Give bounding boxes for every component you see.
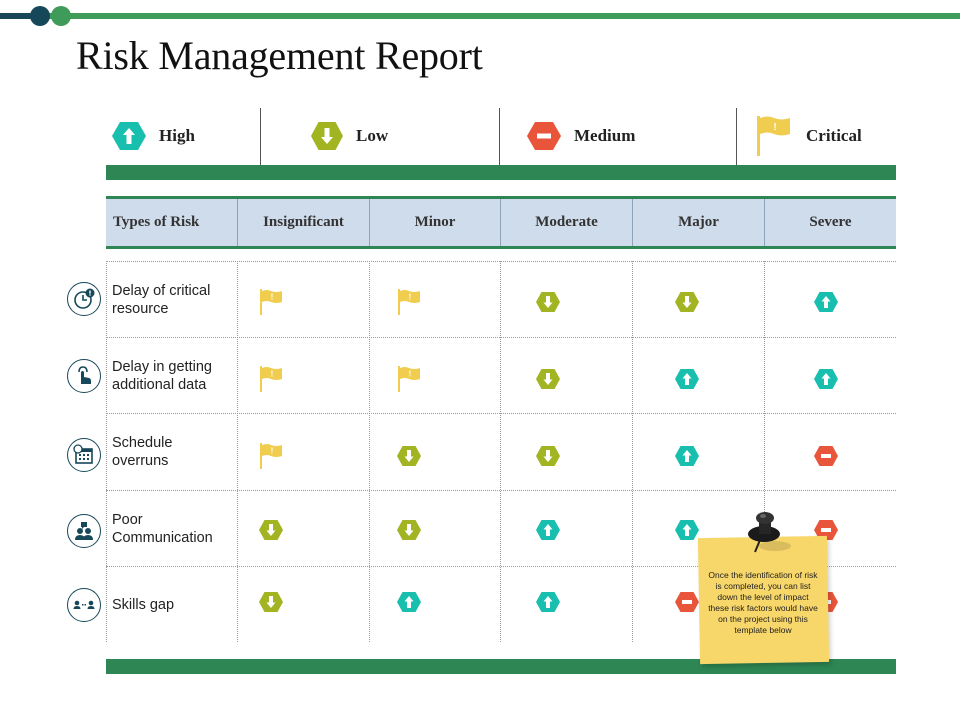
legend-medium-label: Medium [574, 126, 636, 145]
legend-high: High [111, 107, 195, 165]
row-divider [106, 337, 896, 338]
arrow-down-octagon-icon [311, 122, 343, 150]
clock-alert-icon [67, 282, 101, 316]
risk-label: Schedule overruns [112, 435, 173, 469]
row-divider [106, 261, 896, 262]
svg-text:!: ! [271, 370, 274, 379]
risk-label: Delay in getting additional data [112, 359, 212, 393]
column-divider [369, 261, 370, 642]
arrow-up-octagon-icon [674, 445, 700, 467]
page-title: Risk Management Report [76, 33, 483, 78]
arrow-down-octagon-icon [535, 368, 561, 390]
flag-icon: ! [258, 365, 284, 393]
column-divider [106, 261, 107, 642]
flag-icon: ! [258, 442, 284, 470]
svg-text:!: ! [773, 122, 776, 133]
row-divider [106, 566, 896, 567]
minus-octagon-icon [813, 445, 839, 467]
legend-divider [499, 108, 500, 165]
hand-pointer-icon [67, 359, 101, 393]
arrow-up-octagon-icon [396, 591, 422, 613]
legend-low-label: Low [356, 126, 389, 145]
legend-band [106, 165, 896, 180]
arrow-up-octagon-icon [535, 591, 561, 613]
pushpin-icon [748, 512, 791, 553]
header-moderate: Moderate [500, 199, 632, 246]
risk-label: Skills gap [112, 597, 175, 613]
column-divider [764, 261, 765, 642]
arrow-down-octagon-icon [258, 591, 284, 613]
arrow-up-octagon-icon [112, 122, 146, 150]
people-exchange-icon [67, 588, 101, 622]
top-accent-bar [0, 13, 960, 19]
arrow-up-octagon-icon [813, 368, 839, 390]
people-chat-icon [67, 514, 101, 548]
table-header: Types of Risk Insignificant Minor Modera… [106, 196, 896, 249]
legend-critical-label: Critical [806, 126, 862, 145]
column-divider [237, 261, 238, 642]
row-divider [106, 490, 896, 491]
header-insignificant: Insignificant [237, 199, 369, 246]
arrow-up-octagon-icon [674, 368, 700, 390]
footer-band [106, 659, 896, 674]
minus-octagon-icon [813, 519, 839, 541]
header-minor: Minor [369, 199, 500, 246]
accent-dot-dark [30, 6, 50, 26]
arrow-down-octagon-icon [258, 519, 284, 541]
svg-text:!: ! [409, 293, 412, 302]
minus-octagon-icon [674, 591, 700, 613]
arrow-up-octagon-icon [535, 519, 561, 541]
flag-icon: ! [396, 365, 422, 393]
arrow-up-octagon-icon [813, 291, 839, 313]
minus-octagon-icon [527, 122, 561, 150]
risk-label: Poor Communication [112, 512, 213, 546]
flag-icon: ! [396, 288, 422, 316]
risk-label: Delay of critical resource [112, 283, 211, 317]
column-divider [500, 261, 501, 642]
flag-icon: ! [258, 288, 284, 316]
legend-critical: ! Critical [754, 107, 862, 165]
legend-divider [260, 108, 261, 165]
row-divider [106, 413, 896, 414]
flag-icon: ! [757, 116, 790, 156]
arrow-down-octagon-icon [674, 291, 700, 313]
legend-divider [736, 108, 737, 165]
header-major: Major [632, 199, 764, 246]
arrow-down-octagon-icon [535, 291, 561, 313]
legend-high-label: High [159, 126, 195, 145]
legend-low: Low [310, 107, 388, 165]
sticky-note-text: Once the identification of risk is compl… [708, 570, 818, 635]
calendar-clock-icon [67, 438, 101, 472]
column-divider [632, 261, 633, 642]
legend-medium: Medium [526, 107, 635, 165]
header-severe: Severe [764, 199, 896, 246]
header-types-of-risk: Types of Risk [113, 214, 200, 230]
arrow-up-octagon-icon [674, 519, 700, 541]
svg-text:!: ! [409, 370, 412, 379]
arrow-down-octagon-icon [396, 519, 422, 541]
arrow-down-octagon-icon [535, 445, 561, 467]
accent-dot-green [51, 6, 71, 26]
top-accent-bar-dark [0, 13, 34, 19]
svg-text:!: ! [271, 293, 274, 302]
arrow-down-octagon-icon [396, 445, 422, 467]
svg-text:!: ! [271, 447, 274, 456]
